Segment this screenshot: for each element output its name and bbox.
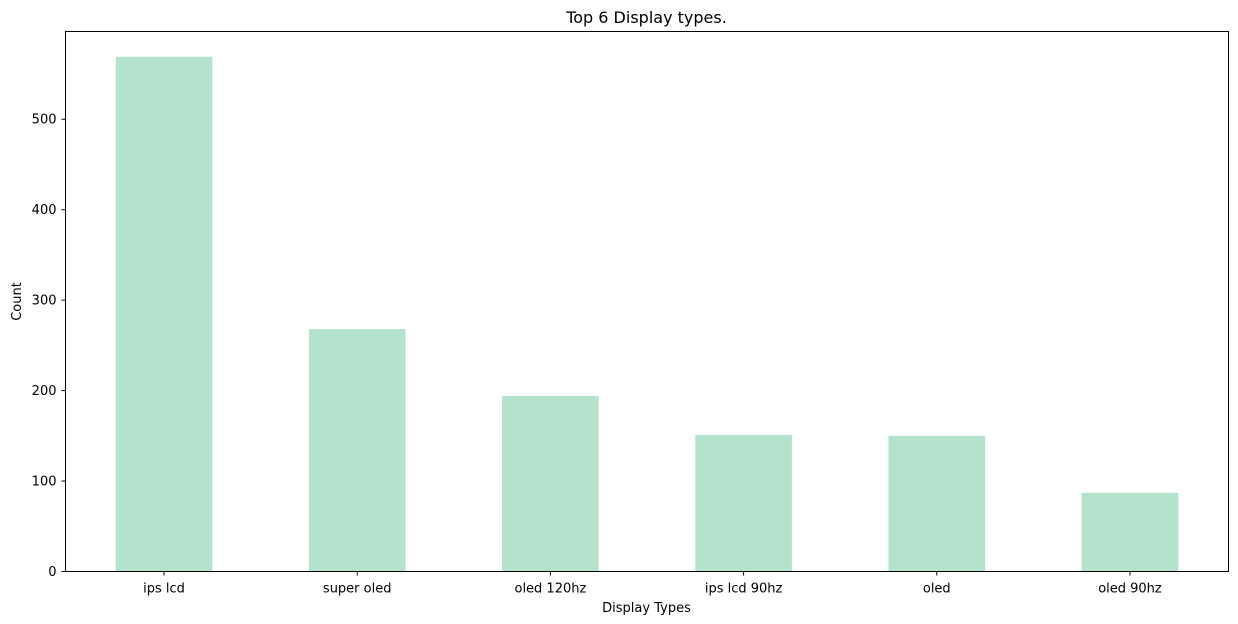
y-tick-label: 200 xyxy=(32,384,57,399)
y-tick-label: 400 xyxy=(32,203,57,218)
x-tick-label: super oled xyxy=(323,582,392,597)
x-tick-label: oled 90hz xyxy=(1098,582,1162,597)
x-tick-label: ips lcd xyxy=(143,582,185,597)
y-axis: 0 100 200 300 400 500 xyxy=(32,113,66,580)
y-tick-label: 300 xyxy=(32,294,57,309)
y-tick-label: 0 xyxy=(48,565,56,580)
x-axis-title: Display Types xyxy=(602,601,691,616)
y-axis-title: Count xyxy=(10,282,25,321)
x-axis: ips lcd super oled oled 120hz ips lcd 90hz o… xyxy=(143,571,1162,597)
x-tick-label: oled 120hz xyxy=(514,582,586,597)
y-tick-label: 500 xyxy=(32,113,57,128)
y-tick-label: 100 xyxy=(32,475,57,490)
bar-1 xyxy=(308,329,406,572)
bar-4 xyxy=(888,435,986,572)
bar-3 xyxy=(695,434,792,572)
bars-group xyxy=(115,56,1179,572)
plot-frame xyxy=(65,31,1229,572)
x-tick-label: oled xyxy=(923,582,951,597)
bar-2 xyxy=(502,396,599,572)
x-tick-label: ips lcd 90hz xyxy=(705,582,783,597)
bar-0 xyxy=(115,56,213,572)
bar-5 xyxy=(1081,492,1179,572)
chart-title: Top 6 Display types. xyxy=(565,8,727,27)
